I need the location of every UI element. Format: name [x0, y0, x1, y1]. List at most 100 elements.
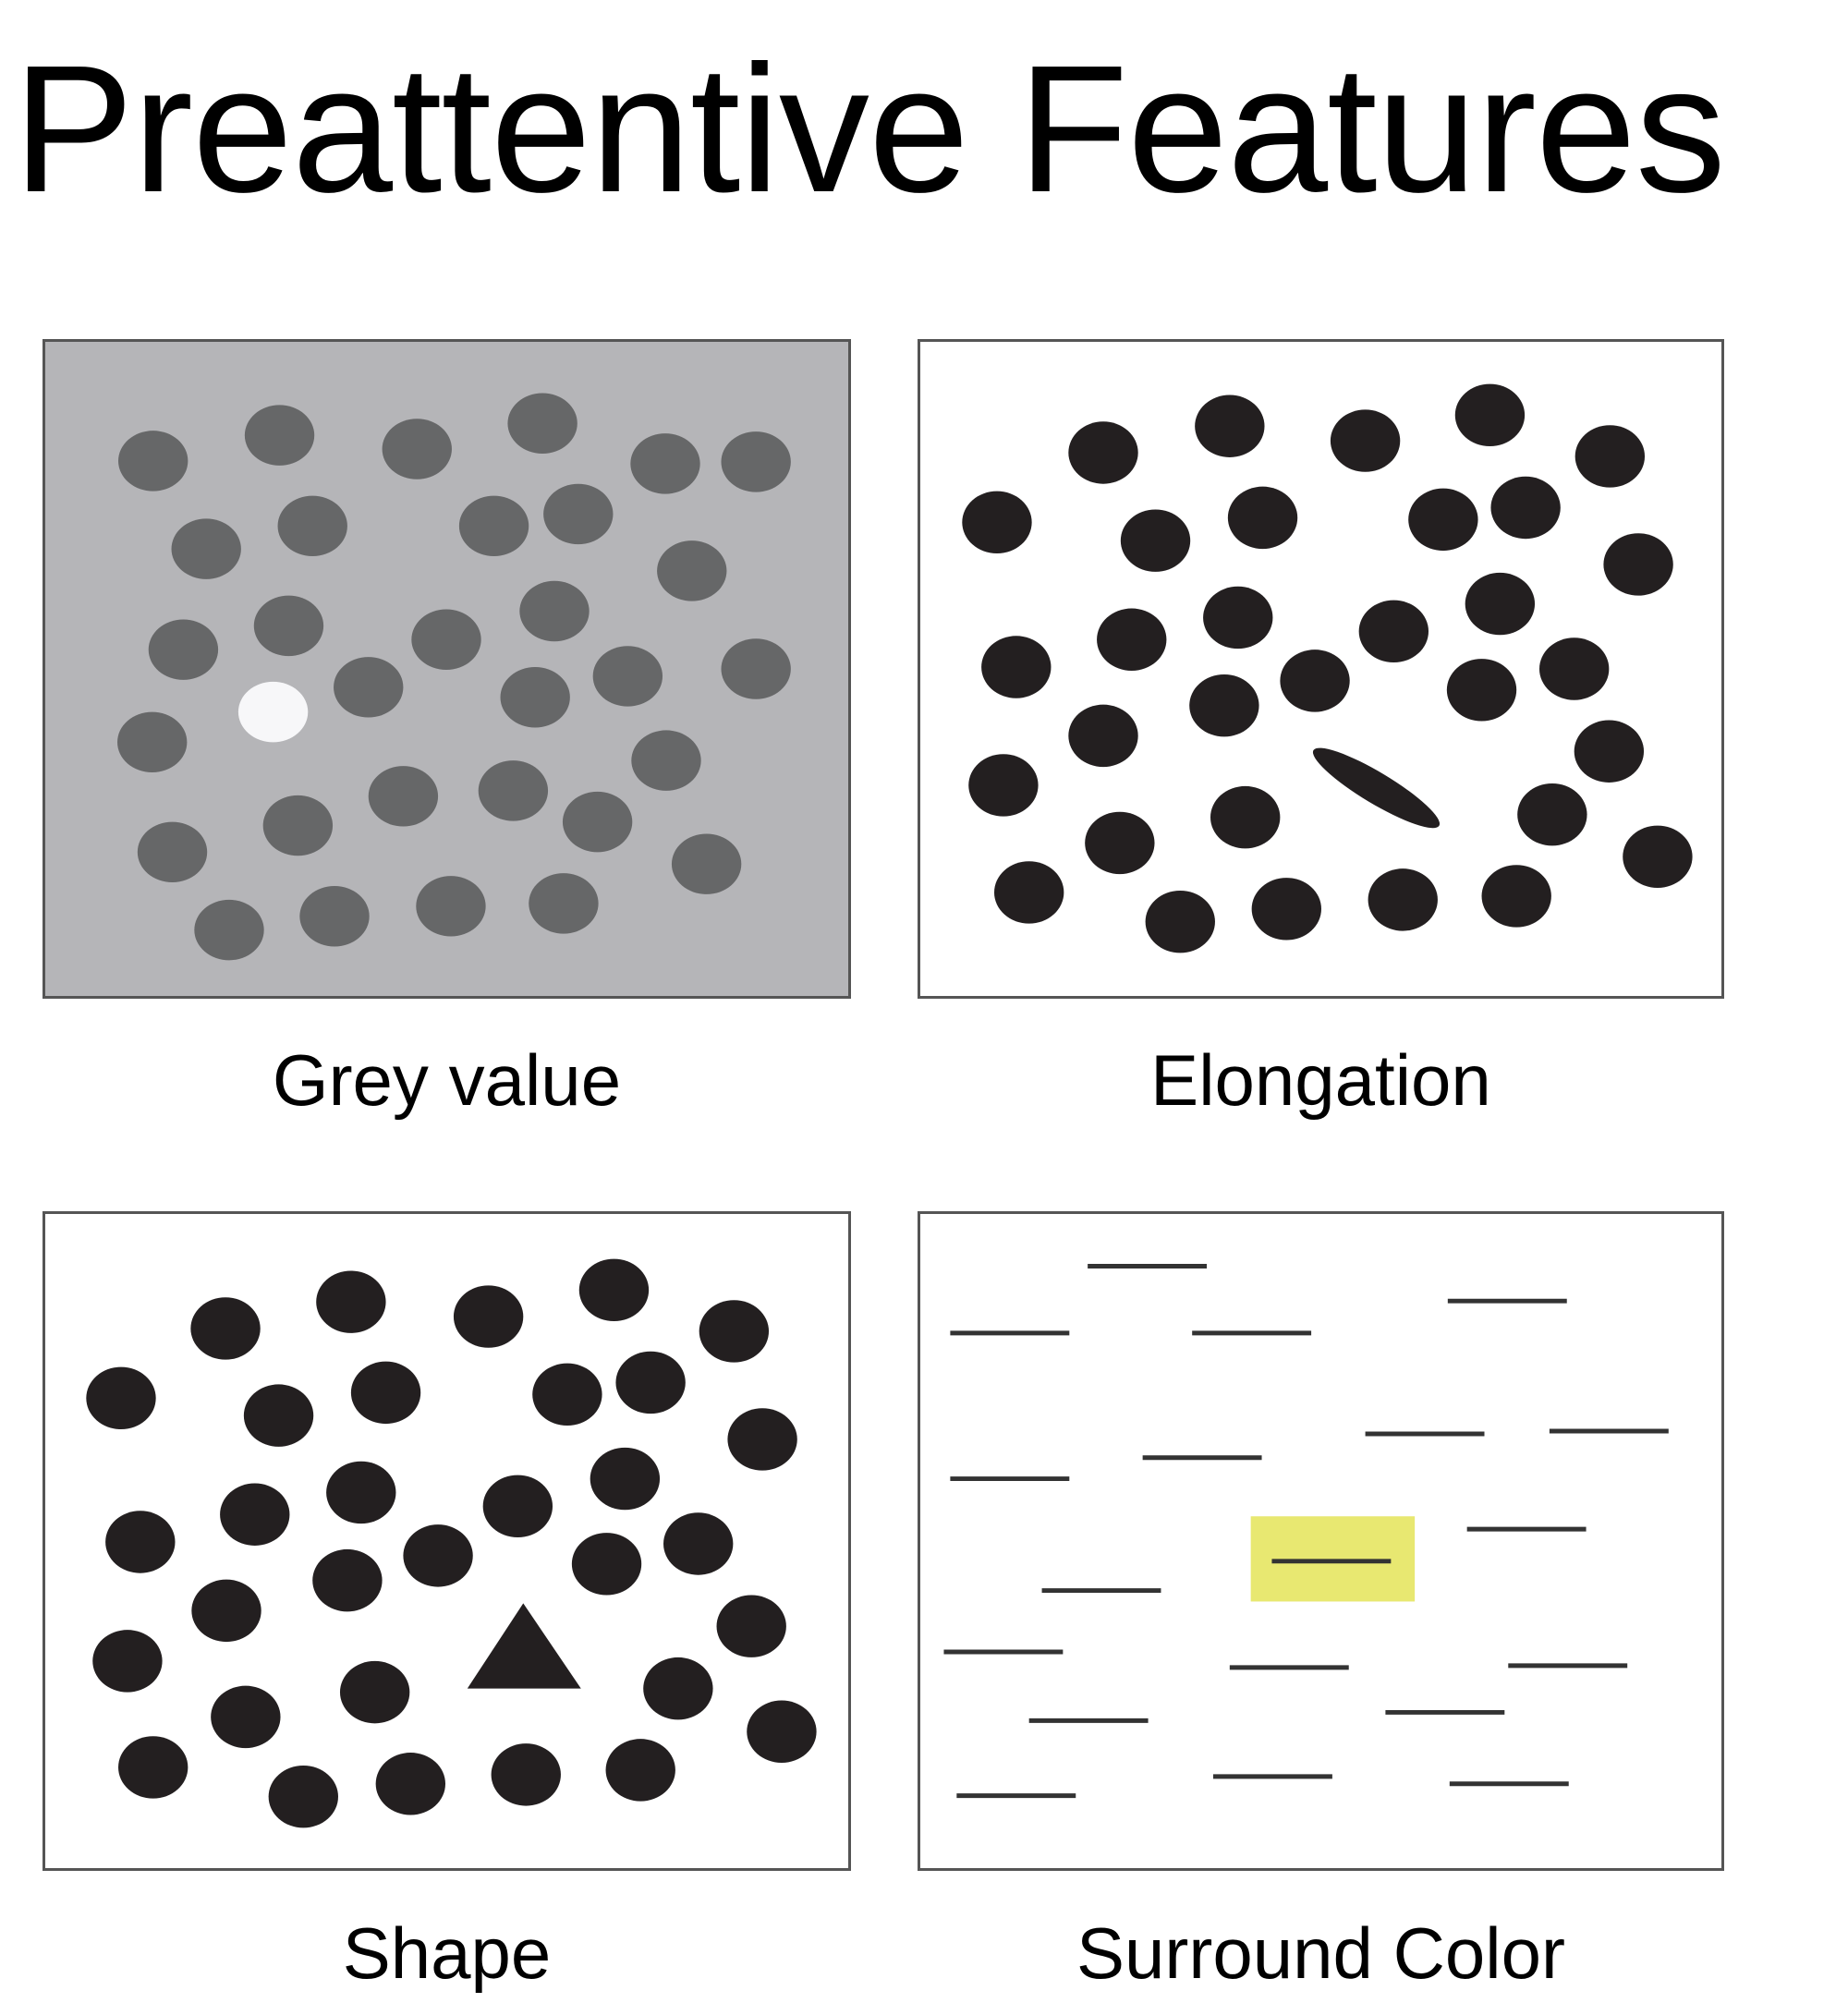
grey-dot — [416, 876, 486, 937]
black-dot — [1574, 425, 1646, 488]
shape-figure — [86, 1258, 817, 1828]
black-dot — [1368, 868, 1438, 931]
grey-dot — [721, 638, 791, 699]
elongation-caption: Elongation — [1150, 1039, 1491, 1121]
shape-panel — [43, 1211, 851, 1871]
grey-dot — [458, 495, 529, 557]
surround-color-caption: Surround Color — [1076, 1912, 1565, 1994]
grey-dot — [194, 899, 264, 961]
grey-dot — [118, 431, 188, 492]
grey-dot — [411, 609, 481, 670]
black-dot — [1097, 608, 1167, 671]
grey-dot — [117, 711, 188, 773]
black-dot — [118, 1736, 188, 1799]
black-dot — [699, 1300, 770, 1363]
grey-dot — [148, 619, 219, 680]
black-dot — [571, 1533, 642, 1596]
grey-dot — [592, 646, 663, 707]
black-dot — [220, 1483, 290, 1546]
black-dot — [1195, 395, 1265, 457]
black-dot — [532, 1363, 602, 1426]
grey-value-caption: Grey value — [272, 1039, 622, 1121]
grey-dot — [253, 595, 324, 657]
black-dot — [962, 491, 1032, 554]
black-dot — [727, 1408, 797, 1471]
elongation-panel — [918, 339, 1724, 999]
elongation-distractor-dots — [962, 383, 1693, 953]
black-dot — [1358, 600, 1429, 663]
black-dot — [981, 636, 1052, 698]
grey-dot — [299, 886, 370, 947]
black-dot — [1517, 783, 1587, 846]
black-dot — [1068, 704, 1138, 768]
surround-line-segments — [943, 1264, 1669, 1799]
black-dot — [1120, 509, 1191, 572]
grey-dot — [137, 821, 208, 883]
black-dot — [190, 1297, 261, 1360]
grey-target-dot — [237, 681, 309, 743]
surround-color-panel — [918, 1211, 1724, 1871]
black-dot — [243, 1384, 314, 1447]
grey-dot — [671, 833, 742, 894]
black-dot — [268, 1765, 338, 1828]
black-dot — [663, 1512, 734, 1575]
black-dot — [316, 1270, 386, 1333]
grey-distractor-dots — [117, 393, 791, 961]
black-dot — [350, 1361, 421, 1425]
black-dot — [211, 1685, 281, 1749]
black-dot — [590, 1447, 661, 1511]
black-dot — [1446, 659, 1517, 722]
black-dot — [1481, 865, 1551, 928]
shape-caption: Shape — [342, 1912, 552, 1994]
black-dot — [453, 1285, 524, 1348]
grey-dot — [519, 580, 590, 642]
grey-dot — [478, 760, 549, 821]
grey-dot — [262, 795, 334, 856]
black-dot — [1210, 785, 1281, 849]
grey-dot — [500, 667, 570, 728]
black-dot — [1623, 825, 1693, 888]
black-dot — [1068, 421, 1138, 484]
grey-dot — [334, 657, 404, 718]
grey-dot — [382, 419, 452, 479]
black-dot — [1085, 811, 1155, 875]
black-dot — [105, 1511, 176, 1573]
black-dot — [615, 1351, 686, 1414]
black-dot — [1490, 476, 1561, 540]
black-dot — [92, 1630, 163, 1693]
black-dot — [993, 861, 1064, 924]
black-dot — [605, 1739, 675, 1802]
grey-dot — [507, 393, 578, 454]
grey-dot — [721, 431, 791, 492]
black-dot — [1227, 486, 1298, 550]
black-dot — [643, 1657, 713, 1720]
grey-dot — [543, 483, 614, 545]
grey-dot — [171, 518, 241, 579]
grey-dot — [529, 873, 599, 934]
black-dot — [1251, 878, 1321, 941]
black-dot — [1408, 488, 1478, 552]
page-title: Preattentive Features — [13, 28, 1726, 230]
shape-distractor-dots — [86, 1258, 817, 1828]
black-dot — [1145, 890, 1215, 953]
black-dot — [86, 1366, 156, 1430]
black-dot — [1465, 572, 1536, 636]
grey-value-figure — [117, 393, 791, 961]
black-dot — [191, 1579, 261, 1643]
black-dot — [1189, 674, 1259, 737]
grey-dot — [277, 495, 347, 557]
black-dot — [339, 1660, 410, 1724]
black-dot — [716, 1595, 786, 1657]
grey-value-panel — [43, 339, 851, 999]
elongation-figure — [962, 383, 1693, 953]
elongated-target — [1312, 747, 1441, 829]
black-dot — [578, 1258, 650, 1322]
grey-dot — [630, 433, 700, 494]
black-dot — [1330, 409, 1401, 472]
black-dot — [1603, 533, 1673, 596]
black-dot — [482, 1475, 553, 1538]
grey-dot — [631, 730, 701, 791]
black-dot — [326, 1461, 396, 1524]
grey-dot — [657, 540, 727, 601]
black-dot — [1280, 649, 1350, 712]
